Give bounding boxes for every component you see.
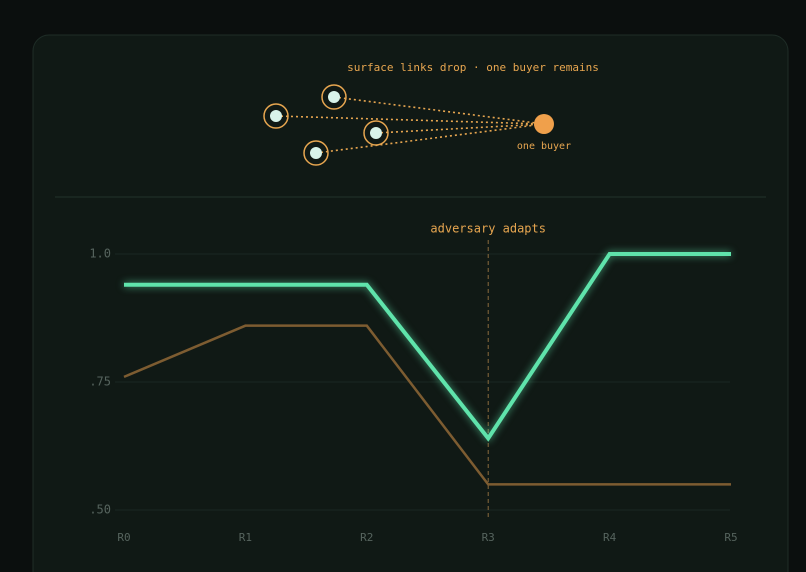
node	[270, 110, 282, 122]
chart: .50 .75 1.0 R0 R1 R2 R3 R4 R5 adversary adapts	[89, 222, 737, 545]
buyer-label: one buyer	[517, 141, 571, 152]
nodes	[263, 84, 554, 166]
node-ring	[303, 140, 329, 166]
x-tick-label: R4	[603, 531, 617, 544]
link	[315, 123, 545, 154]
y-tick-label: .75	[89, 375, 111, 389]
node-ring	[263, 103, 289, 129]
x-tick-label: R3	[482, 531, 495, 544]
node	[328, 91, 340, 103]
x-tick-label: R1	[239, 531, 252, 544]
diagram-title: surface links drop · one buyer remains	[347, 61, 599, 74]
link	[333, 96, 545, 125]
series-line	[124, 252, 731, 442]
x-tick-label: R5	[724, 531, 737, 544]
link	[375, 123, 545, 134]
series-line	[123, 324, 731, 486]
node	[370, 127, 382, 139]
node-ring	[363, 120, 389, 146]
annotation-label: adversary adapts	[430, 222, 546, 236]
node	[310, 147, 322, 159]
y-tick-label: .50	[89, 503, 111, 517]
card	[32, 34, 789, 572]
links	[275, 96, 545, 154]
y-tick-label: 1.0	[89, 247, 111, 261]
x-tick-label: R0	[117, 531, 130, 544]
node-ring	[321, 84, 347, 110]
buyer-node	[534, 114, 554, 134]
x-tick-label: R2	[360, 531, 373, 544]
